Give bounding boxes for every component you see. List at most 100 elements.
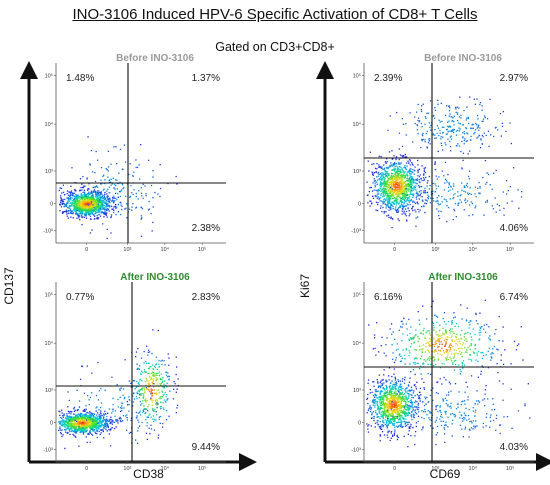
event-dot (90, 232, 91, 233)
event-dot (485, 160, 486, 161)
event-dot (476, 196, 477, 197)
event-dot (390, 191, 391, 192)
event-dot (74, 202, 75, 203)
event-dot (113, 146, 114, 147)
event-dot (139, 390, 140, 391)
event-dot (378, 176, 379, 177)
event-dot (390, 203, 391, 204)
event-dot (390, 165, 391, 166)
event-dot (404, 195, 405, 196)
event-dot (417, 183, 418, 184)
event-dot (152, 329, 153, 330)
event-dot (417, 164, 418, 165)
event-dot (389, 177, 390, 178)
event-dot (102, 203, 103, 204)
event-dot (413, 390, 414, 391)
event-dot (109, 201, 110, 202)
event-dot (385, 203, 386, 204)
event-dot (382, 189, 383, 190)
event-dot (399, 166, 400, 167)
event-dot (163, 407, 164, 408)
event-dot (474, 132, 475, 133)
event-dot (376, 168, 377, 169)
event-dot (475, 104, 476, 105)
event-dot (406, 156, 407, 157)
event-dot (96, 206, 97, 207)
event-dot (441, 143, 442, 144)
event-dot (70, 411, 71, 412)
event-dot (399, 178, 400, 179)
event-dot (78, 213, 79, 214)
event-dot (135, 439, 136, 440)
event-dot (441, 145, 442, 146)
event-dot (74, 207, 75, 208)
event-dot (120, 418, 121, 419)
event-dot (114, 428, 115, 429)
event-dot (434, 163, 435, 164)
event-dot (91, 373, 92, 374)
event-dot (94, 218, 95, 219)
event-dot (406, 200, 407, 201)
event-dot (148, 209, 149, 210)
event-dot (418, 104, 419, 105)
event-dot (137, 348, 138, 349)
event-dot (374, 185, 375, 186)
event-dot (424, 179, 425, 180)
event-dot (72, 434, 73, 435)
event-dot (93, 211, 94, 212)
event-dot (393, 183, 394, 184)
event-dot (415, 374, 416, 375)
event-dot (78, 425, 79, 426)
event-dot (90, 415, 91, 416)
event-dot (473, 133, 474, 134)
event-dot (104, 195, 105, 196)
event-dot (381, 401, 382, 402)
event-dot (115, 204, 116, 205)
event-dot (386, 207, 387, 208)
event-dot (404, 197, 405, 198)
event-dot (144, 351, 145, 352)
event-dot (136, 167, 137, 168)
event-dot (422, 180, 423, 181)
event-dot (86, 218, 87, 219)
event-dot (396, 192, 397, 193)
event-dot (106, 205, 107, 206)
event-dot (434, 183, 435, 184)
event-dot (93, 416, 94, 417)
event-dot (127, 401, 128, 402)
event-dot (396, 163, 397, 164)
event-dot (437, 133, 438, 134)
event-dot (402, 400, 403, 401)
event-dot (141, 193, 142, 194)
event-dot (382, 196, 383, 197)
event-dot (148, 380, 149, 381)
event-dot (107, 189, 108, 190)
event-dot (422, 135, 423, 136)
event-dot (377, 420, 378, 421)
event-dot (95, 196, 96, 197)
event-dot (401, 155, 402, 156)
event-dot (406, 215, 407, 216)
event-dot (375, 401, 376, 402)
event-dot (387, 175, 388, 176)
event-dot (87, 423, 88, 424)
event-dot (396, 211, 397, 212)
event-dot (374, 172, 375, 173)
event-dot (453, 219, 454, 220)
event-dot (394, 191, 395, 192)
event-dot (98, 209, 99, 210)
event-dot (413, 392, 414, 393)
event-dot (421, 105, 422, 106)
event-dot (97, 215, 98, 216)
event-dot (376, 182, 377, 183)
event-dot (143, 406, 144, 407)
event-dot (135, 159, 136, 160)
event-dot (392, 206, 393, 207)
event-dot (114, 416, 115, 417)
event-dot (437, 178, 438, 179)
event-dot (397, 418, 398, 419)
event-dot (133, 172, 134, 173)
event-dot (383, 397, 384, 398)
event-dot (377, 204, 378, 205)
event-dot (405, 168, 406, 169)
